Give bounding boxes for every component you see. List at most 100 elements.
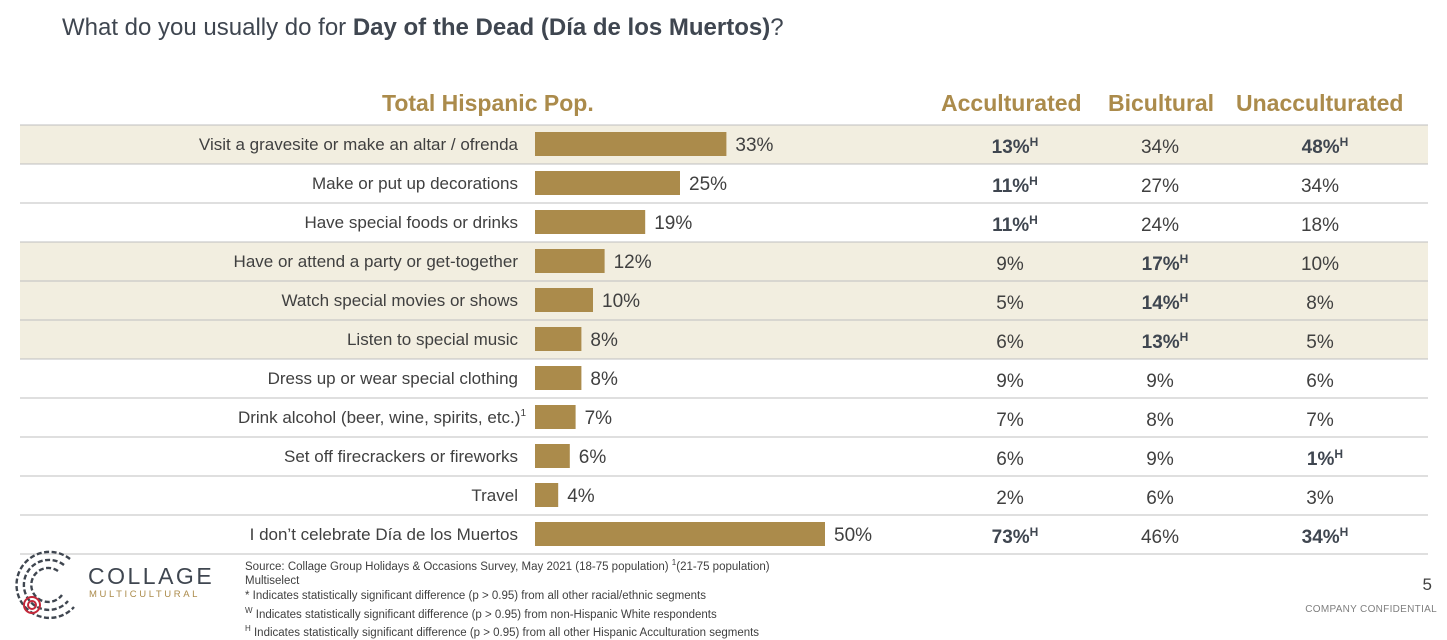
segment-value: 6% <box>996 332 1024 353</box>
segment-value: 8% <box>1146 410 1174 431</box>
chart-title: What do you usually do for Day of the De… <box>62 14 784 42</box>
source-sup: 1 <box>671 558 677 567</box>
segment-value: 13%H <box>1142 330 1189 353</box>
segment-value: 9% <box>1146 449 1174 470</box>
segment-value: 11%H <box>992 213 1038 236</box>
segment-value: 9% <box>996 254 1024 275</box>
h-mark: H <box>245 624 251 634</box>
collage-logo <box>15 550 75 620</box>
bar <box>535 288 593 312</box>
significance-marker: H <box>1180 291 1189 305</box>
star-note: * Indicates statistically significant di… <box>245 589 770 604</box>
source-note: Source: Collage Group Holidays & Occasio… <box>245 556 770 574</box>
segment-value: 6% <box>1306 371 1334 392</box>
bar-value-label: 50% <box>834 525 872 546</box>
bar-chart: Visit a gravesite or make an altar / ofr… <box>20 124 1428 555</box>
bar <box>535 132 727 156</box>
segment-value: 18% <box>1301 215 1339 236</box>
header-bicultural: Bicultural <box>1108 90 1215 116</box>
segment-value: 7% <box>1306 410 1334 431</box>
h-note: H Indicates statistically significant di… <box>245 622 770 640</box>
bar <box>535 171 680 195</box>
bar-value-label: 8% <box>590 330 618 351</box>
segment-value: 10% <box>1301 254 1339 275</box>
segment-value: 8% <box>1306 293 1334 314</box>
w-mark: W <box>245 605 253 615</box>
significance-marker: H <box>1180 330 1189 344</box>
footnotes: Source: Collage Group Holidays & Occasio… <box>245 556 770 640</box>
row-shade <box>20 320 1428 359</box>
segment-value: 3% <box>1306 488 1334 509</box>
bar-value-label: 12% <box>614 252 652 273</box>
significance-marker: H <box>1334 447 1343 461</box>
title-bold: Day of the Dead (Día de los Muertos) <box>352 14 771 41</box>
star-text: Indicates statistically significant diff… <box>249 590 706 603</box>
bar-value-label: 25% <box>689 174 727 195</box>
row-label: Listen to special music <box>347 330 519 349</box>
segment-value: 34% <box>1301 176 1339 197</box>
bar <box>535 327 582 351</box>
source-tail: (21-75 population) <box>676 560 770 573</box>
significance-marker: H <box>1030 135 1039 149</box>
bar-value-label: 7% <box>585 408 613 429</box>
segment-value: 6% <box>996 449 1024 470</box>
bar <box>535 444 570 468</box>
row-label: Have or attend a party or get-together <box>234 252 519 271</box>
row-label: Make or put up decorations <box>312 174 518 193</box>
bar <box>535 249 605 273</box>
source-text: Source: Collage Group Holidays & Occasio… <box>245 560 672 573</box>
segment-value: 73%H <box>992 525 1039 548</box>
bar <box>535 522 825 546</box>
bar-value-label: 10% <box>602 291 640 312</box>
bar-value-label: 33% <box>735 135 773 156</box>
segment-value: 34%H <box>1302 525 1349 548</box>
row-label: Dress up or wear special clothing <box>268 369 518 388</box>
multiselect-note: Multiselect <box>245 575 300 588</box>
row-label: Travel <box>471 486 518 505</box>
row-label: Visit a gravesite or make an altar / ofr… <box>199 135 519 154</box>
segment-value: 48%H <box>1302 135 1349 158</box>
segment-value: 11%H <box>992 174 1038 197</box>
brand-name: COLLAGE <box>88 563 215 589</box>
row-label: Set off firecrackers or fireworks <box>284 447 518 466</box>
header-unacculturated: Unacculturated <box>1236 90 1404 116</box>
significance-marker: H <box>1340 135 1349 149</box>
segment-value: 13%H <box>992 135 1039 158</box>
row-shade <box>20 281 1428 320</box>
segment-value: 1%H <box>1307 447 1343 470</box>
bar-value-label: 6% <box>579 447 607 468</box>
title-suffix: ? <box>770 14 784 41</box>
header-acculturated: Acculturated <box>941 90 1082 116</box>
significance-marker: H <box>1340 525 1349 539</box>
segment-value: 9% <box>996 371 1024 392</box>
h-text: Indicates statistically significant diff… <box>250 626 760 639</box>
significance-marker: H <box>1029 174 1038 188</box>
bar <box>535 405 576 429</box>
brand-subtitle: MULTICULTURAL <box>89 589 201 600</box>
segment-value: 5% <box>996 293 1024 314</box>
segment-value: 34% <box>1141 137 1179 158</box>
segment-value: 6% <box>1146 488 1174 509</box>
segment-value: 17%H <box>1142 252 1189 275</box>
page-number: 5 <box>1422 575 1432 594</box>
segment-value: 7% <box>996 410 1024 431</box>
significance-marker: H <box>1029 213 1038 227</box>
header-total: Total Hispanic Pop. <box>382 90 594 116</box>
segment-value: 46% <box>1141 527 1179 548</box>
star-mark: * <box>245 590 250 603</box>
segment-value: 27% <box>1141 176 1179 197</box>
bar <box>535 483 559 507</box>
confidential-label: COMPANY CONFIDENTIAL <box>1305 604 1437 615</box>
significance-marker: H <box>1180 252 1189 266</box>
row-label: I don’t celebrate Día de los Muertos <box>250 525 518 544</box>
bar-value-label: 19% <box>654 213 692 234</box>
segment-value: 24% <box>1141 215 1179 236</box>
bar <box>535 366 582 390</box>
row-label: Have special foods or drinks <box>304 213 518 232</box>
row-label: Drink alcohol (beer, wine, spirits, etc.… <box>238 408 527 427</box>
segment-value: 5% <box>1306 332 1334 353</box>
bar-value-label: 4% <box>567 486 595 507</box>
w-note: W Indicates statistically significant di… <box>245 604 770 622</box>
bar-value-label: 8% <box>590 369 618 390</box>
significance-marker: H <box>1030 525 1039 539</box>
